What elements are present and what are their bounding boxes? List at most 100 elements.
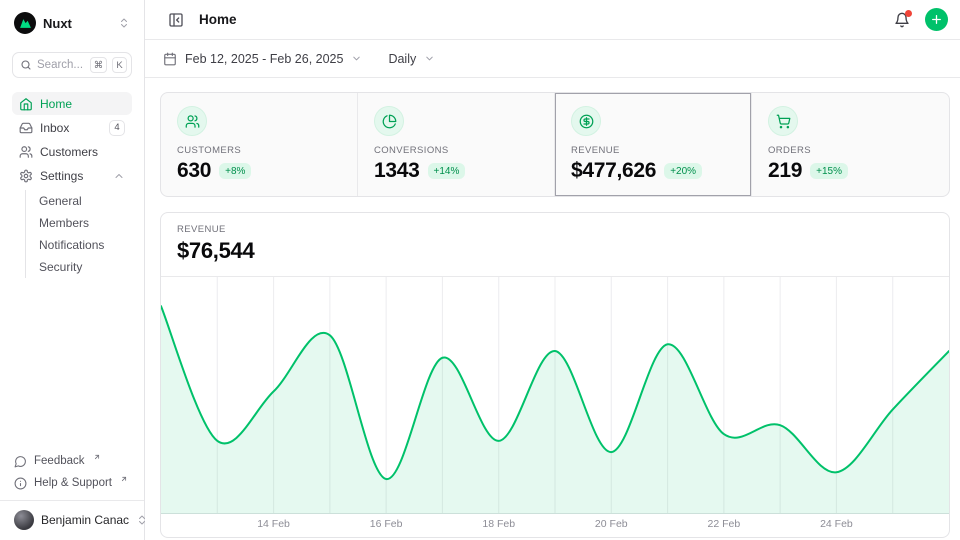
sidebar-item-label: Home	[40, 96, 73, 111]
subnav-label: Notifications	[39, 238, 105, 252]
revenue-area-chart[interactable]	[161, 277, 949, 514]
sidebar-item-inbox[interactable]: Inbox 4	[12, 116, 132, 139]
external-link-icon	[93, 452, 101, 464]
sidebar-nav: Home Inbox 4 Customers Settings	[12, 92, 132, 452]
calendar-icon	[163, 52, 177, 66]
collapse-sidebar-button[interactable]	[163, 7, 189, 33]
subnav-label: Members	[39, 216, 90, 230]
stat-value: 1343	[374, 159, 420, 182]
date-range-picker[interactable]: Feb 12, 2025 - Feb 26, 2025	[163, 52, 362, 66]
x-tick: 16 Feb	[369, 518, 403, 530]
sidebar-item-label: Customers	[40, 144, 99, 159]
stat-value: 219	[768, 159, 803, 182]
subnav-label: Security	[39, 260, 83, 274]
stats-row: CUSTOMERS 630 +8% CONVERSIONS 1343 +14%	[160, 92, 950, 197]
sidebar-item-settings[interactable]: Settings	[12, 164, 132, 187]
chart-header: REVENUE $76,544	[161, 213, 949, 277]
x-tick: 14 Feb	[257, 518, 290, 530]
sidebar-item-label: Inbox	[40, 120, 70, 135]
stat-card-customers[interactable]: CUSTOMERS 630 +8%	[161, 93, 358, 196]
date-range-value: Feb 12, 2025 - Feb 26, 2025	[185, 51, 344, 66]
user-menu[interactable]: Benjamin Canac	[12, 501, 146, 532]
stat-label: CUSTOMERS	[177, 145, 242, 156]
help-support-label: Help & Support	[34, 477, 112, 489]
dollar-circle-icon	[571, 106, 601, 136]
plus-icon	[930, 13, 943, 26]
bell-icon	[895, 12, 909, 27]
stat-delta-badge: +14%	[427, 163, 466, 179]
settings-subnav: General Members Notifications Security	[25, 190, 132, 278]
sidebar-item-label: Settings	[40, 168, 84, 183]
stat-delta-badge: +15%	[810, 163, 848, 179]
x-tick: 20 Feb	[594, 518, 628, 530]
sidebar-item-general[interactable]: General	[26, 190, 132, 212]
notification-dot	[905, 9, 912, 17]
search-field[interactable]	[37, 59, 85, 71]
feedback-label: Feedback	[34, 455, 85, 467]
users-icon	[19, 145, 33, 159]
stat-value: 630	[177, 159, 212, 182]
add-button[interactable]	[925, 8, 948, 31]
chevrons-up-down-icon	[118, 17, 130, 29]
workspace-name: Nuxt	[43, 15, 72, 31]
notifications-button[interactable]	[889, 7, 915, 33]
users-icon	[177, 106, 207, 136]
chart-total-value: $76,544	[177, 238, 255, 263]
stat-delta-badge: +8%	[219, 163, 252, 179]
sidebar-divider	[0, 500, 144, 501]
panel-left-close-icon	[168, 12, 184, 28]
sidebar-item-home[interactable]: Home	[12, 92, 132, 115]
stat-card-orders[interactable]: ORDERS 219 +15%	[752, 93, 949, 196]
subnav-label: General	[39, 194, 82, 208]
search-icon	[20, 59, 32, 71]
chart-label: REVENUE	[177, 224, 226, 235]
filters-toolbar: Feb 12, 2025 - Feb 26, 2025 Daily	[145, 40, 960, 78]
page-title: Home	[199, 12, 237, 27]
x-tick: 22 Feb	[707, 518, 741, 530]
stat-label: CONVERSIONS	[374, 145, 449, 156]
kbd-k: K	[112, 57, 127, 73]
chevron-up-icon	[113, 170, 125, 182]
sidebar-item-customers[interactable]: Customers	[12, 140, 132, 163]
help-support-link[interactable]: Help & Support	[12, 474, 132, 493]
avatar	[14, 510, 34, 530]
inbox-icon	[19, 121, 33, 135]
external-link-icon	[120, 474, 128, 486]
main-area: Home Feb 12, 2025 - Feb 26, 202	[145, 0, 960, 540]
chevrons-up-down-icon	[136, 514, 148, 526]
period-select[interactable]: Daily	[388, 52, 435, 66]
stat-delta-badge: +20%	[664, 163, 703, 179]
stat-card-revenue[interactable]: REVENUE $477,626 +20%	[555, 93, 752, 196]
feedback-link[interactable]: Feedback	[12, 452, 132, 471]
info-circle-icon	[14, 477, 27, 490]
kbd-cmd: ⌘	[90, 57, 107, 73]
sidebar: Nuxt ⌘ K Home Inb	[0, 0, 146, 540]
stat-card-conversions[interactable]: CONVERSIONS 1343 +14%	[358, 93, 555, 196]
pie-chart-icon	[374, 106, 404, 136]
stat-label: REVENUE	[571, 145, 620, 156]
sidebar-footer: Feedback Help & Support Benjamin Canac	[0, 452, 146, 532]
chart-x-axis: 14 Feb 16 Feb 18 Feb 20 Feb 22 Feb 24 Fe…	[161, 514, 949, 537]
top-header: Home	[145, 0, 960, 40]
workspace-switcher[interactable]: Nuxt	[12, 10, 132, 36]
sidebar-item-security[interactable]: Security	[26, 256, 132, 278]
inbox-count-badge: 4	[109, 119, 125, 136]
stat-label: ORDERS	[768, 145, 812, 156]
chat-bubble-icon	[14, 455, 27, 468]
user-name: Benjamin Canac	[41, 513, 130, 527]
home-icon	[19, 97, 33, 111]
period-value: Daily	[388, 51, 417, 66]
sidebar-item-notifications[interactable]: Notifications	[26, 234, 132, 256]
sidebar-item-members[interactable]: Members	[26, 212, 132, 234]
gear-icon	[19, 169, 33, 183]
shopping-cart-icon	[768, 106, 798, 136]
x-tick: 24 Feb	[820, 518, 853, 530]
chevron-down-icon	[351, 53, 362, 64]
stat-value: $477,626	[571, 159, 657, 182]
chart-svg	[161, 277, 949, 514]
search-input[interactable]: ⌘ K	[12, 52, 132, 78]
chevron-down-icon	[424, 53, 435, 64]
x-tick: 18 Feb	[482, 518, 516, 530]
nuxt-logo-icon	[14, 12, 36, 34]
